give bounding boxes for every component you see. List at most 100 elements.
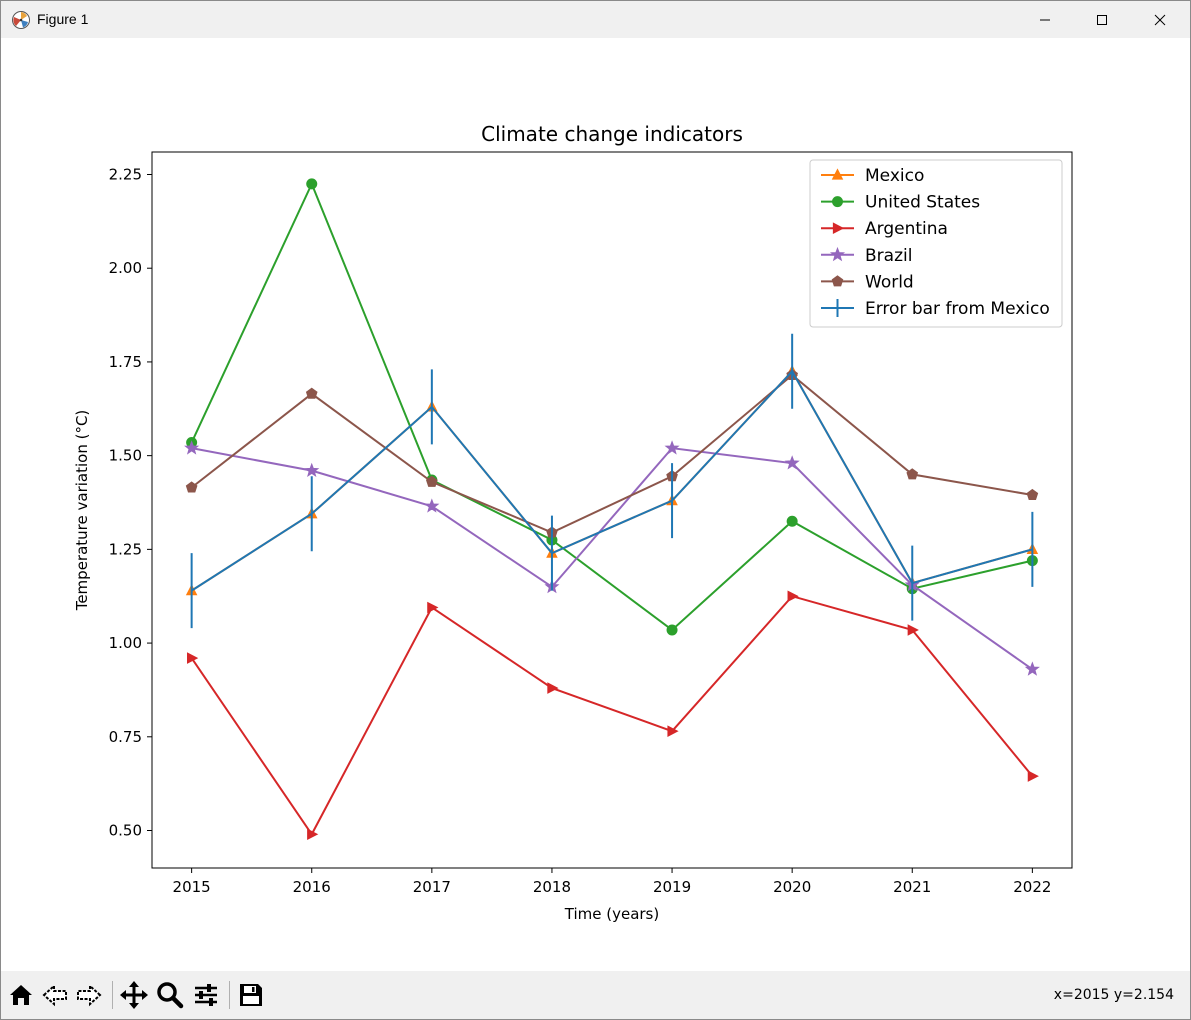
plot-frame [151,151,1073,869]
x-tick-label: 2016 [293,878,331,896]
series-line [191,373,1033,534]
y-tick-label: 0.75 [109,728,142,746]
legend-item: Error bar from Mexico [821,299,1050,319]
x-tick-label: 2015 [173,878,211,896]
legend-item: World [821,272,914,292]
data-point [1026,488,1039,500]
zoom-button[interactable] [154,979,186,1011]
legend-label: World [865,272,914,292]
minimize-icon [1040,19,1050,20]
data-point [306,178,318,190]
figure-canvas[interactable]: Climate change indicators 2015 2016 2017 201… [1,38,1190,971]
series-mexico [185,364,1039,596]
configure-subplots-button[interactable] [190,979,222,1011]
data-point [907,624,919,636]
legend-marker [832,196,843,208]
toolbar-separator [112,981,113,1009]
data-point [427,601,439,614]
save-button[interactable] [235,979,267,1011]
legend-item: Mexico [821,166,924,186]
forward-arrow-icon [77,983,102,1007]
back-arrow-icon [42,983,67,1007]
title-bar: Figure 1 [1,1,1190,38]
data-point [1024,661,1040,676]
y-tick-label: 0.50 [109,822,142,840]
series-line [190,595,1034,837]
data-point [666,624,678,636]
back-button[interactable] [39,979,71,1011]
legend-marker [831,168,844,180]
data-point [667,725,679,737]
data-point [664,440,680,455]
x-tick-label: 2020 [773,878,811,896]
legend-item: Argentina [821,219,948,239]
legend-item: United States [821,193,980,213]
legend [809,159,1063,328]
configure-subplots-icon [195,984,217,1006]
data-point [424,498,440,513]
save-icon [240,984,262,1006]
chart-title: Climate change indicators [481,122,743,146]
data-point [786,515,798,527]
data-point [184,440,200,455]
legend-label: Argentina [865,219,948,239]
legend-marker [831,275,844,287]
series-world [185,368,1039,538]
series-argentina [187,590,1039,841]
matplotlib-logo-icon [12,11,30,29]
cursor-coordinates: x=2015 y=2.154 [1053,987,1174,1003]
data-point [307,828,319,841]
y-axis-label: Temperature variation (°C) [73,410,91,612]
data-point [1027,770,1039,782]
data-point [784,455,800,470]
y-tick-label: 1.50 [109,447,142,465]
close-button[interactable] [1131,1,1189,38]
pan-button[interactable] [118,979,150,1011]
zoom-icon [157,982,184,1009]
x-tick-label: 2022 [1013,878,1051,896]
maximize-button[interactable] [1073,1,1131,38]
data-point [906,468,919,480]
y-tick-label: 1.75 [109,353,142,371]
series-line [190,181,1033,632]
toolbar-separator [229,981,230,1009]
y-tick-label: 2.25 [109,165,142,183]
data-point [547,682,559,694]
window-title: Figure 1 [37,11,89,27]
data-point [305,387,318,399]
minimize-button[interactable] [1016,1,1074,38]
series-brazil [184,440,1040,676]
forward-button[interactable] [73,979,105,1011]
errorbar-line [191,369,1033,592]
series-error-bar [190,333,1034,629]
legend-label: Brazil [865,246,912,266]
x-tick-label: 2019 [653,878,691,896]
pan-icon [120,981,148,1009]
legend-label: Mexico [865,166,924,186]
data-point [426,475,438,487]
data-point [185,481,198,493]
series-line [191,447,1033,671]
chart: Climate change indicators 2015 2016 2017 201… [73,122,1073,923]
data-point [187,652,199,664]
y-tick-label: 2.00 [109,259,142,277]
y-tick-label: 1.00 [109,634,142,652]
legend-marker [832,222,845,234]
home-button[interactable] [5,979,37,1011]
close-icon [1154,14,1166,25]
series-united-states [186,178,1038,636]
maximize-icon [1097,14,1107,25]
legend-label: Error bar from Mexico [865,299,1050,319]
x-axis-label: Time (years) [564,905,659,923]
data-point [304,462,320,478]
legend-marker [829,246,846,262]
navigation-toolbar: x=2015 y=2.154 [1,971,1190,1019]
legend-label: United States [865,193,980,213]
data-point [787,590,799,602]
legend-item: Brazil [821,246,912,266]
y-tick-label: 1.25 [109,540,142,558]
series-line [191,369,1033,592]
home-icon [10,985,32,1005]
x-tick-label: 2017 [413,878,451,896]
